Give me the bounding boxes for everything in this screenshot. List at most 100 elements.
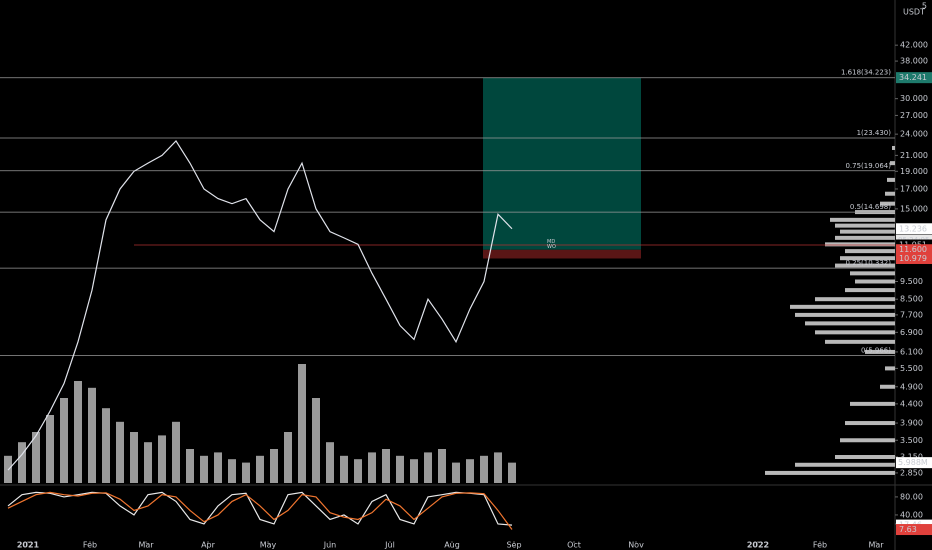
- volume-bar: [18, 442, 26, 483]
- y-tick-label: 40.00: [900, 510, 923, 519]
- volume-bar: [438, 449, 446, 483]
- price-marker: [896, 72, 932, 84]
- currency: USDT: [903, 8, 925, 17]
- note: MD: [547, 239, 555, 245]
- profile-bar: [835, 263, 895, 268]
- volume-bar: [228, 459, 236, 483]
- profile-bar: [850, 271, 895, 276]
- volume-bar: [424, 452, 432, 483]
- y-tick-label: 3.500: [900, 436, 923, 445]
- axis-top: 5: [922, 2, 927, 11]
- price-marker-label: 13.236: [899, 224, 927, 233]
- x-tick-label: Mar: [138, 541, 154, 550]
- volume-bar: [158, 435, 166, 483]
- profile-bar: [835, 455, 895, 460]
- y-tick-label: 7.700: [900, 310, 923, 319]
- fib-label: 0.5(14.698): [850, 203, 891, 211]
- x-tick-label: Jun: [323, 541, 337, 550]
- volume-bar: [452, 462, 460, 483]
- price-marker: [896, 524, 932, 536]
- profile-bar: [790, 304, 895, 309]
- y-tick-label: 9.500: [900, 277, 923, 286]
- price-marker: [896, 244, 932, 256]
- x-tick-label: Sep: [506, 541, 521, 550]
- x-tick-label: Feb: [83, 541, 97, 550]
- y-tick-label: 6.900: [900, 328, 923, 337]
- volume-bar: [32, 432, 40, 483]
- price-line: [7, 491, 513, 530]
- volume-bar: [354, 459, 362, 483]
- y-tick-label: 30.000: [900, 94, 928, 103]
- volume-bar: [270, 449, 278, 483]
- y-tick-label: 17.000: [900, 184, 928, 193]
- note: WO: [547, 244, 556, 250]
- y-tick-label: 21.000: [900, 151, 928, 160]
- x-tick-label: Aug: [444, 541, 460, 550]
- volume-bar: [466, 459, 474, 483]
- y-tick-label: 15.000: [900, 204, 928, 213]
- volume-bar: [410, 459, 418, 483]
- x-tick-label: Nov: [628, 541, 644, 550]
- volume-bar: [396, 455, 404, 483]
- volume-bar: [200, 455, 208, 483]
- y-tick-label: 3.900: [900, 419, 923, 428]
- price-marker: [896, 252, 932, 264]
- volume-bar: [312, 398, 320, 483]
- profile-bar: [892, 145, 895, 150]
- volume-bar: [60, 398, 68, 483]
- volume-bar: [186, 449, 194, 483]
- profile-bar: [795, 312, 895, 317]
- profile-bar: [885, 366, 895, 371]
- volume-bar: [256, 455, 264, 483]
- y-tick-label: 4.400: [900, 399, 923, 408]
- price-marker-label: 11.600: [899, 245, 927, 254]
- volume-bar: [480, 455, 488, 483]
- volume-bar: [284, 432, 292, 483]
- volume-bar: [340, 455, 348, 483]
- volume-bar: [88, 387, 96, 483]
- profile-bar: [850, 401, 895, 406]
- y-tick-label: 6.100: [900, 347, 923, 356]
- profile-bar: [805, 321, 895, 326]
- position-profit: [483, 77, 641, 250]
- volume-bar: [214, 452, 222, 483]
- price-line: [7, 491, 513, 526]
- y-tick-label: 38.000: [900, 57, 928, 66]
- y-tick-label: 8.500: [900, 295, 923, 304]
- profile-bar: [885, 191, 895, 196]
- volume-bar: [326, 442, 334, 483]
- fib-label: 1(23.430): [857, 129, 892, 137]
- profile-bar: [835, 223, 895, 228]
- y-tick-label: 27.000: [900, 111, 928, 120]
- volume-bar: [102, 408, 110, 483]
- y-tick-label: 19.000: [900, 167, 928, 176]
- profile-bar: [880, 201, 895, 206]
- y-tick-label: 42.000: [900, 41, 928, 50]
- volume-bar: [116, 421, 124, 483]
- x-tick-label: May: [260, 541, 277, 550]
- x-tick-label: Oct: [567, 541, 581, 550]
- profile-bar: [765, 470, 895, 475]
- x-tick-label: 2021: [17, 541, 40, 550]
- profile-bar: [845, 421, 895, 426]
- price-marker-label: 7.63: [899, 525, 917, 534]
- profile-bar: [815, 297, 895, 302]
- volume-bar: [298, 364, 306, 483]
- profile-bar: [845, 249, 895, 254]
- volume-marker: [896, 457, 932, 469]
- price-marker-label: 34.241: [899, 73, 927, 82]
- profile-bar: [795, 462, 895, 467]
- profile-bar: [825, 339, 895, 344]
- volume-bar: [172, 421, 180, 483]
- volume-bar: [382, 449, 390, 483]
- y-tick-label: 5.500: [900, 364, 923, 373]
- volume-bar: [494, 452, 502, 483]
- x-tick-label: Mar: [868, 541, 884, 550]
- x-tick-label: Jul: [384, 541, 395, 550]
- profile-bar: [815, 330, 895, 335]
- fib-label: 0(5.966): [861, 346, 891, 354]
- fib-label: 1.618(34.223): [841, 69, 891, 77]
- volume-bar: [130, 432, 138, 483]
- profile-bar: [855, 279, 895, 284]
